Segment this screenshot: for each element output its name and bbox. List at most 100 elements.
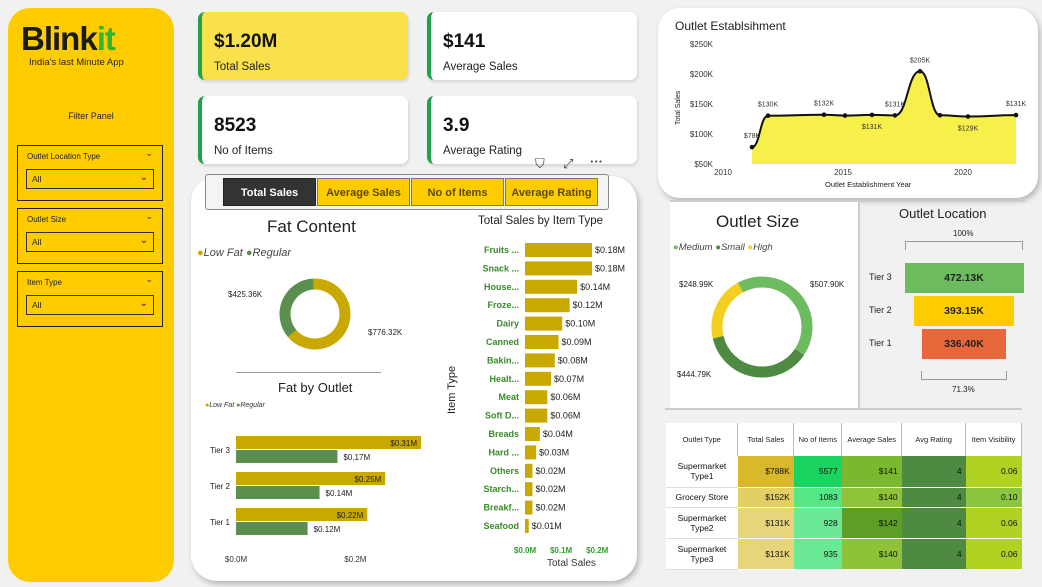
table-row[interactable]: Supermarket Type3 $131K 935 $140 4 0.06 bbox=[666, 538, 1022, 570]
category-label: House... bbox=[484, 282, 519, 292]
category-label: Tier 2 bbox=[210, 482, 231, 491]
chevron-down-icon: ⌄ bbox=[139, 298, 148, 309]
bar bbox=[525, 500, 533, 515]
funnel-bar: 336.40K bbox=[921, 329, 1007, 359]
table-cell-name: Supermarket Type3 bbox=[666, 538, 738, 570]
table-row[interactable]: Supermarket Type2 $131K 928 $142 4 0.06 bbox=[666, 507, 1022, 539]
chevron-down-icon[interactable]: ⌄ bbox=[145, 211, 153, 221]
bar bbox=[525, 279, 578, 294]
brand-tagline: India's last Minute App bbox=[29, 57, 124, 68]
chevron-down-icon[interactable]: ⌄ bbox=[145, 148, 153, 158]
category-label: Tier 3 bbox=[210, 446, 231, 455]
data-label: $132K bbox=[814, 101, 835, 108]
metric-button-average-rating[interactable]: Average Rating bbox=[505, 178, 598, 206]
area-x-axis-label: Outlet Establishment Year bbox=[825, 180, 912, 189]
donut-slice bbox=[711, 282, 744, 339]
funnel-bar: 393.15K bbox=[914, 296, 1014, 326]
data-label: $0.06M bbox=[550, 392, 580, 402]
data-label: $776.32K bbox=[368, 328, 403, 337]
tick-label: $0.0M bbox=[225, 555, 248, 564]
column-header[interactable]: Average Sales bbox=[841, 423, 903, 456]
data-label: $0.08M bbox=[558, 355, 588, 365]
filter-label: Outlet Location Type bbox=[27, 152, 101, 161]
item-type-chart: Fruits ... $0.18M Snack ... $0.18M House... $… bbox=[482, 243, 625, 555]
outlet-location-select[interactable]: All ⌄ bbox=[26, 169, 154, 189]
data-label: $0.12M bbox=[314, 525, 341, 534]
donut-slice bbox=[279, 278, 315, 337]
data-label: $0.18M bbox=[595, 245, 625, 255]
bar bbox=[525, 427, 540, 441]
data-label: $0.02M bbox=[535, 466, 565, 476]
category-label: Breads bbox=[488, 429, 519, 439]
divider bbox=[665, 408, 1022, 410]
data-label: $507.90K bbox=[810, 280, 845, 289]
funnel-top-percent: 100% bbox=[953, 229, 974, 238]
bar bbox=[525, 261, 592, 276]
table-cell-name: Grocery Store bbox=[666, 487, 738, 508]
bar bbox=[525, 371, 552, 386]
data-label: $248.99K bbox=[679, 280, 714, 289]
data-label: $0.25M bbox=[355, 475, 382, 484]
category-label: Dairy bbox=[496, 319, 519, 329]
data-point bbox=[965, 114, 971, 119]
item-type-chart-title: Total Sales by Item Type bbox=[478, 215, 604, 227]
column-header[interactable]: Total Sales bbox=[737, 423, 795, 456]
fat-by-outlet-title: Fat by Outlet bbox=[278, 380, 353, 395]
column-header[interactable]: No of Items bbox=[793, 423, 843, 456]
data-label: $0.10M bbox=[565, 319, 595, 329]
filter-outlet-size[interactable]: Outlet Size ⌄ All ⌄ bbox=[17, 208, 163, 264]
table-row[interactable]: Supermarket Type1 $788K 5577 $141 4 0.06 bbox=[666, 456, 1022, 488]
data-label: $129K bbox=[958, 126, 979, 133]
filter-item-type[interactable]: Item Type ⌄ All ⌄ bbox=[17, 271, 163, 327]
divider bbox=[236, 372, 381, 373]
funnel-bracket bbox=[921, 371, 1007, 380]
metric-button-total-sales[interactable]: Total Sales bbox=[223, 178, 316, 206]
metric-button-no-of-items[interactable]: No of Items bbox=[411, 178, 504, 206]
column-header[interactable]: Item Visibility bbox=[965, 423, 1022, 456]
divider bbox=[670, 200, 1025, 202]
bar bbox=[236, 508, 368, 521]
outlet-establishment-panel bbox=[658, 8, 1038, 198]
table-cell-rating: 4 bbox=[901, 538, 966, 570]
funnel-bar: 472.13K bbox=[904, 263, 1024, 293]
item-type-select[interactable]: All ⌄ bbox=[26, 295, 154, 315]
data-point bbox=[892, 113, 898, 118]
table-cell-rating: 4 bbox=[901, 507, 966, 539]
table-cell-items: 928 bbox=[793, 507, 842, 539]
category-label: Breakf... bbox=[483, 503, 519, 513]
series-line bbox=[751, 70, 1017, 149]
chevron-down-icon[interactable]: ⌄ bbox=[145, 274, 153, 284]
category-label: Seafood bbox=[483, 521, 519, 531]
data-label: $425.36K bbox=[228, 290, 263, 299]
table-row[interactable]: Grocery Store $152K 1083 $140 4 0.10 bbox=[666, 487, 1022, 508]
outlet-size-donut bbox=[711, 276, 813, 378]
bar bbox=[236, 450, 338, 463]
column-header[interactable]: Avg Rating bbox=[901, 423, 967, 456]
filter-outlet-location-type[interactable]: Outlet Location Type ⌄ All ⌄ bbox=[17, 145, 163, 201]
outlet-size-select[interactable]: All ⌄ bbox=[26, 232, 154, 252]
category-label: Hard ... bbox=[488, 447, 519, 457]
data-label: $0.31M bbox=[390, 439, 417, 448]
chevron-down-icon: ⌄ bbox=[139, 235, 148, 246]
donut-slice bbox=[287, 278, 351, 350]
filter-icon[interactable]: ⛉ bbox=[535, 156, 545, 171]
focus-mode-icon[interactable]: ⤢ bbox=[563, 156, 574, 171]
metric-button-average-sales[interactable]: Average Sales bbox=[317, 178, 410, 206]
column-header[interactable]: Outlet Type bbox=[666, 423, 739, 456]
table-cell-avg: $142 bbox=[841, 507, 902, 539]
bar bbox=[525, 482, 533, 497]
tick-label: $200K bbox=[690, 70, 714, 79]
kpi-average-sales: $141 Average Sales bbox=[427, 12, 637, 80]
tick-label: $0.1M bbox=[550, 546, 573, 555]
donut-slice bbox=[712, 335, 805, 378]
bar bbox=[525, 316, 563, 331]
table-cell-vis: 0.06 bbox=[965, 456, 1022, 488]
data-point bbox=[821, 112, 827, 118]
bar bbox=[525, 408, 548, 423]
more-options-icon[interactable]: ··· bbox=[590, 154, 603, 169]
filter-label: Outlet Size bbox=[27, 215, 67, 224]
funnel-category-label: Tier 3 bbox=[869, 272, 892, 282]
outlet-establishment-title: Outlet Establsihment bbox=[675, 19, 786, 33]
bar bbox=[525, 335, 559, 349]
bar bbox=[236, 472, 386, 485]
